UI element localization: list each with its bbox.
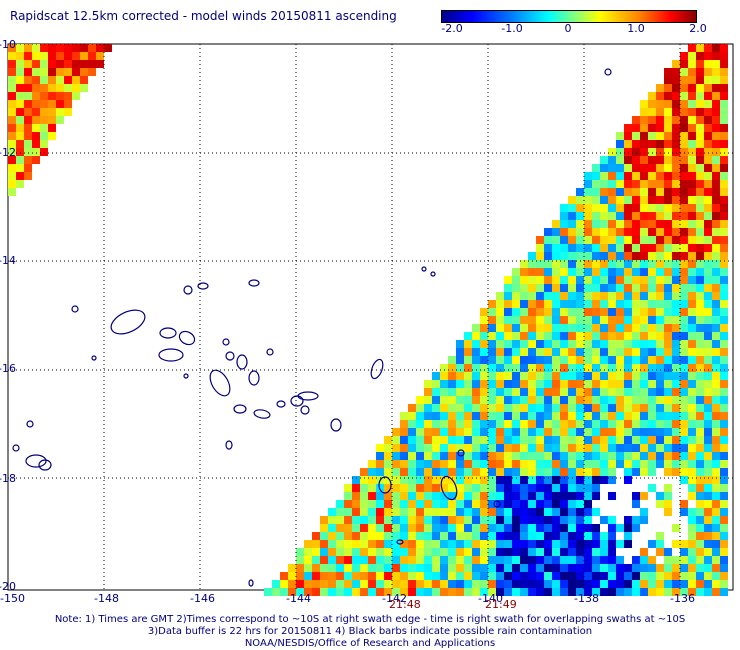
colorbar-label: -1.0 — [501, 22, 523, 35]
lat-label: -12 — [0, 146, 16, 159]
lat-label: -20 — [0, 580, 16, 593]
footnotes: Note: 1) Times are GMT 2)Times correspon… — [0, 614, 740, 650]
lon-label: -148 — [94, 592, 119, 605]
lat-label: -14 — [0, 254, 16, 267]
island-outlines — [12, 68, 612, 587]
lon-label: -140 — [478, 592, 503, 605]
time-label: 21:49 — [485, 598, 517, 611]
lat-label: -18 — [0, 472, 16, 485]
wind-difference-swath — [8, 44, 728, 596]
lon-label: -138 — [574, 592, 599, 605]
colorbar-label: 1.0 — [627, 22, 645, 35]
colorbar-label: -2.0 — [441, 22, 463, 35]
lat-label: -10 — [0, 38, 16, 51]
note-line: Note: 1) Times are GMT 2)Times correspon… — [54, 614, 686, 625]
colorbar — [441, 10, 697, 23]
lon-label: -146 — [190, 592, 215, 605]
note-line: 3)Data buffer is 22 hrs for 20150811 4) … — [147, 626, 593, 637]
lon-label: -144 — [286, 592, 311, 605]
colorbar-label: 0 — [564, 22, 572, 35]
lat-lon-grid — [8, 43, 733, 590]
lat-label: -16 — [0, 362, 16, 375]
lon-label: -150 — [0, 592, 25, 605]
lon-label: -136 — [670, 592, 695, 605]
lon-label: -142 — [382, 592, 407, 605]
map-title: Rapidscat 12.5km corrected - model winds… — [10, 9, 397, 23]
note-line: NOAA/NESDIS/Office of Research and Appli… — [244, 638, 496, 649]
time-label: 21:48 — [389, 598, 421, 611]
colorbar-label: 2.0 — [689, 22, 707, 35]
